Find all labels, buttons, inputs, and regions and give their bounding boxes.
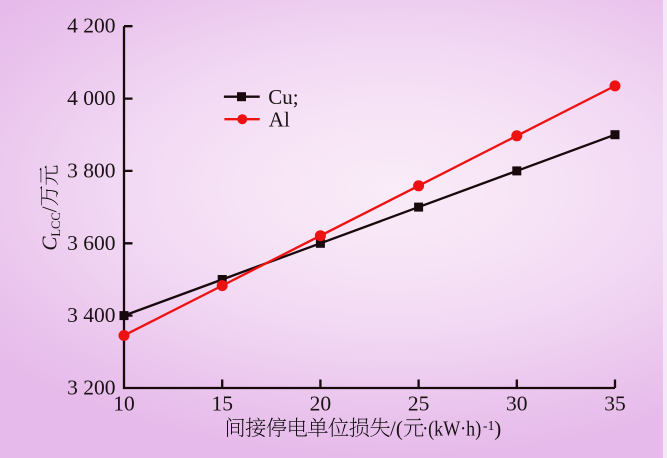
- svg-text:20: 20: [310, 392, 332, 416]
- svg-text:25: 25: [408, 392, 430, 416]
- svg-text:LCC: LCC: [49, 212, 63, 236]
- svg-text:): ): [494, 416, 501, 440]
- svg-text:Al: Al: [269, 108, 290, 132]
- svg-text:/: /: [38, 206, 62, 212]
- svg-text:3 600: 3 600: [67, 231, 115, 255]
- svg-text:15: 15: [211, 392, 233, 416]
- svg-text:3 800: 3 800: [67, 158, 115, 182]
- svg-text:3 400: 3 400: [67, 303, 115, 327]
- svg-text:30: 30: [506, 392, 528, 416]
- svg-text:C: C: [38, 236, 62, 251]
- svg-text:·(kW·h): ·(kW·h): [422, 416, 481, 440]
- svg-text:4 000: 4 000: [67, 86, 115, 110]
- svg-text:35: 35: [604, 392, 626, 416]
- svg-text:4 200: 4 200: [67, 14, 115, 38]
- svg-text:Cu;: Cu;: [268, 85, 298, 109]
- svg-text:3 200: 3 200: [67, 376, 115, 400]
- svg-text:/(: /(: [390, 416, 403, 440]
- svg-text:-1: -1: [483, 419, 495, 434]
- svg-text:10: 10: [113, 392, 135, 416]
